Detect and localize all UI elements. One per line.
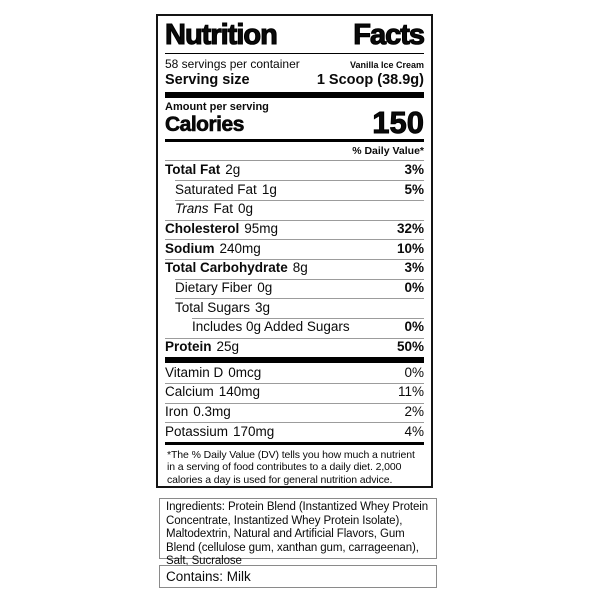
nutrient-name: Total Sugars [175,299,251,315]
nutrient-name: Trans [175,201,209,217]
medium-separator [165,441,424,445]
amount-per-serving-label: Amount per serving [165,101,269,114]
vitamin-amount: 170mg [233,423,275,439]
label-title: Nutrition Facts [164,19,426,55]
nutrient-name: Sodium [165,240,215,256]
vitamin-dv: 4% [404,423,424,439]
nutrition-facts-label: Nutrition Facts 58 servings per containe… [156,14,433,488]
nutrient-dv: 10% [396,240,424,256]
nutrient-row-cholesterol: Cholesterol 95mg 32% [165,219,424,240]
serving-size-label: Serving size [165,72,250,89]
nutrient-dv: 5% [404,181,424,197]
contains-box: Contains: Milk [159,565,437,588]
vitamin-amount: 0.3mg [193,404,231,420]
thick-separator [165,357,424,364]
vitamin-row-calcium: Calcium 140mg 11% [165,382,424,403]
vitamin-name: Iron [165,404,189,420]
nutrient-amount: 25g [216,339,240,355]
nutrient-row-added-sugars: Includes 0g Added Sugars 0% [165,317,424,338]
nutrient-amount: 240mg [219,240,261,256]
vitamin-row-vitamin-d: Vitamin D 0mcg 0% [165,363,424,383]
vitamin-row-potassium: Potassium 170mg 4% [165,422,424,442]
daily-value-header: % Daily Value* [165,142,424,161]
nutrient-name: Cholesterol [165,221,240,237]
product-name: Vanilla Ice Cream [349,60,424,71]
vitamin-row-iron: Iron 0.3mg 2% [165,402,424,423]
nutrient-row-sodium: Sodium 240mg 10% [165,239,424,259]
medium-separator [165,138,424,142]
serving-size-value: 1 Scoop (38.9g) [316,72,424,89]
nutrient-row-protein: Protein 25g 50% [165,337,424,358]
nutrient-name: Protein [165,339,212,355]
nutrient-amount: 1g [261,181,277,197]
thick-separator [165,92,424,99]
vitamin-dv: 2% [404,404,424,420]
nutrient-dv: 3% [404,260,424,276]
nutrient-amount: 8g [292,260,308,276]
vitamin-name: Vitamin D [165,364,224,380]
vitamin-name: Calcium [165,384,214,400]
nutrient-row-trans-fat: Trans Fat 0g [165,199,424,220]
nutrient-amount: 0g [257,280,273,296]
nutrient-dv: 0% [404,319,424,335]
nutrient-row-total-carbohydrate: Total Carbohydrate 8g 3% [165,258,424,279]
nutrient-dv: 0% [404,280,424,296]
nutrient-name: Total Carbohydrate [165,260,288,276]
ingredients-box: Ingredients: Protein Blend (Instantized … [159,498,437,567]
ingredients-text: Ingredients: Protein Blend (Instantized … [166,501,429,568]
label-title-word-1: Nutrition [164,19,278,51]
serving-size-row: Serving size 1 Scoop (38.9g) [165,71,424,92]
nutrient-amount: 3g [255,299,271,315]
contains-text: Contains: Milk [166,569,251,584]
daily-value-footnote: *The % Daily Value (DV) tells you how mu… [167,448,415,486]
servings-per-container: 58 servings per container [165,57,300,72]
label-title-word-2: Facts [353,19,426,51]
nutrient-row-saturated-fat: Saturated Fat 1g 5% [165,180,424,200]
nutrient-amount: 95mg [244,221,279,237]
nutrient-name: Total Fat [165,162,221,178]
nutrient-dv: 3% [404,162,424,178]
calories-value: 150 [372,104,425,140]
nutrient-row-total-sugars: Total Sugars 3g [165,298,424,318]
calories-section: Amount per serving Calories 150 [165,98,425,140]
nutrient-row-total-fat: Total Fat 2g 3% [165,161,424,181]
vitamin-dv: 0% [404,364,424,380]
nutrient-dv: 50% [396,339,424,355]
nutrient-name-rest: Fat [213,201,234,217]
vitamin-amount: 140mg [218,384,261,400]
nutrient-name: Dietary Fiber [175,280,253,296]
nutrient-dv: 32% [396,221,424,237]
nutrient-amount: 0g [238,201,254,217]
nutrient-row-dietary-fiber: Dietary Fiber 0g 0% [165,278,424,299]
nutrient-name: Includes 0g Added Sugars [192,319,350,335]
vitamin-dv: 11% [397,384,424,400]
servings-row: 58 servings per container Vanilla Ice Cr… [165,54,424,71]
vitamin-name: Potassium [165,423,229,439]
vitamin-amount: 0mcg [228,364,262,380]
nutrient-name: Saturated Fat [175,181,257,197]
nutrient-amount: 2g [225,162,241,178]
calories-label: Calories [165,113,245,137]
